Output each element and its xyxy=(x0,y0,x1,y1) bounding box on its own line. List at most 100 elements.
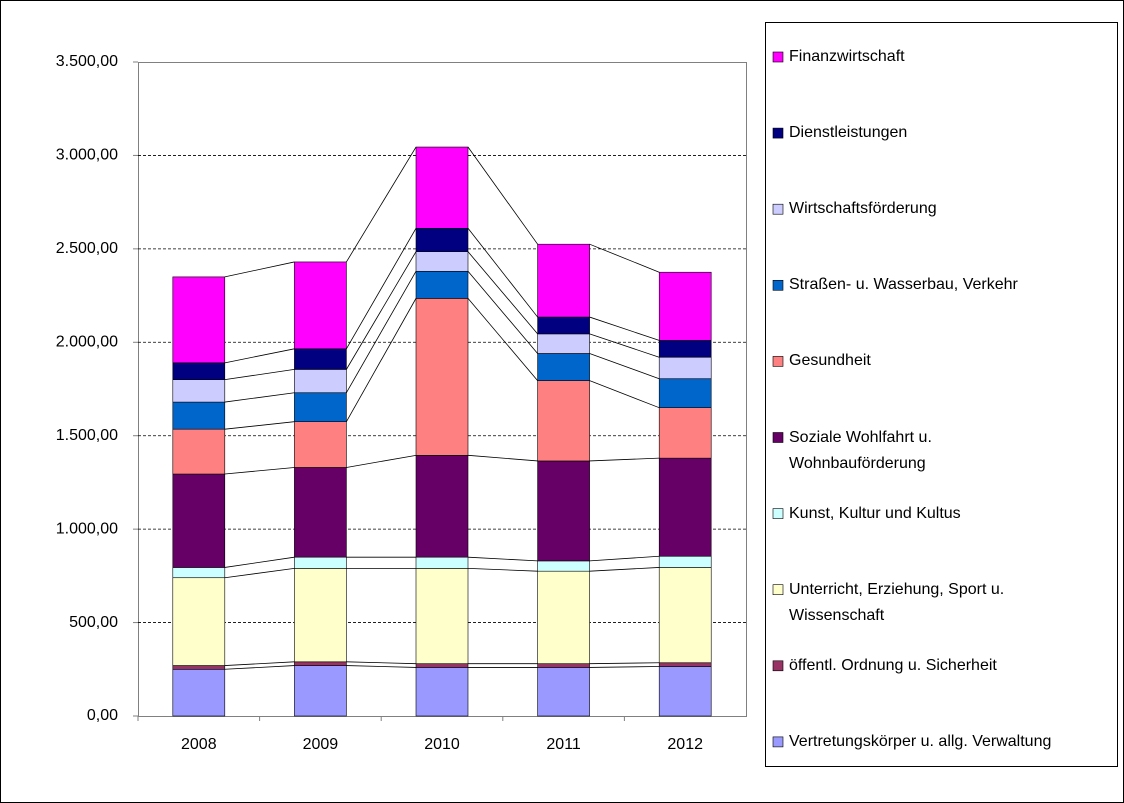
legend-swatch xyxy=(772,508,784,519)
bar-segment xyxy=(294,348,347,370)
series-line xyxy=(224,392,295,403)
bar-segment xyxy=(415,228,469,252)
bar-segment xyxy=(415,568,469,664)
legend-swatch xyxy=(772,584,784,596)
bar-segment xyxy=(658,378,712,408)
legend-label: Unterricht, Erziehung, Sport u. Wissensc… xyxy=(789,580,1005,624)
bar-segment xyxy=(172,577,226,666)
series-line xyxy=(467,454,538,462)
bar-segment xyxy=(294,392,347,423)
bar-segment xyxy=(172,567,226,579)
bar-segment xyxy=(658,340,712,358)
bar-segment xyxy=(294,665,347,717)
legend-box xyxy=(765,22,1118,767)
series-line xyxy=(224,661,295,666)
bar-segment xyxy=(172,473,226,568)
bar-segment xyxy=(658,457,712,557)
bar-segment xyxy=(537,560,590,572)
bar-segment xyxy=(537,460,590,562)
x-tick-label: 2008 xyxy=(181,736,217,753)
legend-label: Gesundheit xyxy=(789,352,871,370)
bar-segment xyxy=(415,667,469,717)
legend-label: Dienstleistungen xyxy=(789,124,908,142)
bar-segment xyxy=(294,661,347,666)
x-tick-label: 2009 xyxy=(303,736,339,753)
bar-segment xyxy=(658,662,712,667)
series-line xyxy=(346,251,417,370)
bar-segment xyxy=(415,556,469,569)
legend-label: Vertretungskörper u. allg. Verwaltung xyxy=(789,732,1052,750)
y-tick-label: 2.000,00 xyxy=(56,334,118,351)
bar-segment xyxy=(415,270,469,299)
bar-segment xyxy=(537,316,590,335)
series-line xyxy=(346,228,417,350)
bar-segment xyxy=(537,663,590,668)
bar-segment xyxy=(172,665,226,670)
bar-segment xyxy=(658,407,712,459)
bar-segment xyxy=(658,555,712,568)
series-line xyxy=(224,348,295,364)
legend-swatch xyxy=(772,660,784,672)
series-line xyxy=(224,261,295,278)
bar-segment xyxy=(415,146,469,229)
series-line xyxy=(467,251,538,335)
series-line xyxy=(224,368,295,381)
y-tick-label: 500,00 xyxy=(69,614,118,631)
bar-segment xyxy=(537,570,590,664)
series-line xyxy=(589,457,660,462)
legend-swatch xyxy=(772,127,784,139)
x-tick-label: 2010 xyxy=(424,736,460,753)
series-line xyxy=(346,146,417,263)
legend-label: öffentl. Ordnung u. Sicherheit xyxy=(789,656,997,674)
series-line xyxy=(346,298,417,422)
bar-segment xyxy=(415,298,469,456)
series-line xyxy=(589,567,660,572)
bar-segment xyxy=(658,271,712,341)
bar-segment xyxy=(537,380,590,462)
series-line xyxy=(346,271,417,393)
y-tick-label: 1.500,00 xyxy=(56,427,118,444)
bar-segment xyxy=(172,362,226,380)
y-tick-label: 0,00 xyxy=(87,707,118,724)
series-line xyxy=(467,567,538,572)
series-line xyxy=(589,380,660,409)
bar-segment xyxy=(294,467,347,558)
x-tick-label: 2011 xyxy=(546,736,581,753)
series-line xyxy=(589,662,660,665)
series-line xyxy=(589,353,660,380)
bar-segment xyxy=(537,667,590,717)
legend-swatch xyxy=(772,203,784,215)
series-line xyxy=(467,271,538,354)
series-line xyxy=(224,665,295,670)
series-line xyxy=(346,665,417,668)
bar-segment xyxy=(172,276,226,364)
series-line xyxy=(467,146,538,245)
y-tick-label: 2.500,00 xyxy=(56,240,118,257)
series-line xyxy=(224,421,295,430)
series-line xyxy=(346,661,417,665)
legend-label: Wirtschaftsförderung xyxy=(789,200,937,218)
legend-swatch xyxy=(772,356,784,367)
series-line xyxy=(589,316,660,341)
bar-segment xyxy=(415,663,469,668)
legend-label: Straßen- u. Wasserbau, Verkehr xyxy=(789,276,1018,294)
bar-segment xyxy=(172,379,226,403)
legend-swatch xyxy=(772,736,784,748)
series-line xyxy=(589,333,660,358)
bar-segment xyxy=(658,666,712,717)
series-line xyxy=(224,467,295,475)
bar-segment xyxy=(294,261,347,350)
y-tick-label: 3.000,00 xyxy=(56,147,118,164)
bar-segment xyxy=(658,567,712,664)
series-line xyxy=(224,567,295,579)
legend-swatch xyxy=(772,279,784,291)
plot-border xyxy=(138,62,747,717)
bar-segment xyxy=(415,455,469,558)
bar-segment xyxy=(658,356,712,380)
bar-segment xyxy=(172,401,226,430)
bar-segment xyxy=(294,421,347,468)
legend-label: Kunst, Kultur und Kultus xyxy=(789,504,961,522)
series-line xyxy=(589,555,660,562)
